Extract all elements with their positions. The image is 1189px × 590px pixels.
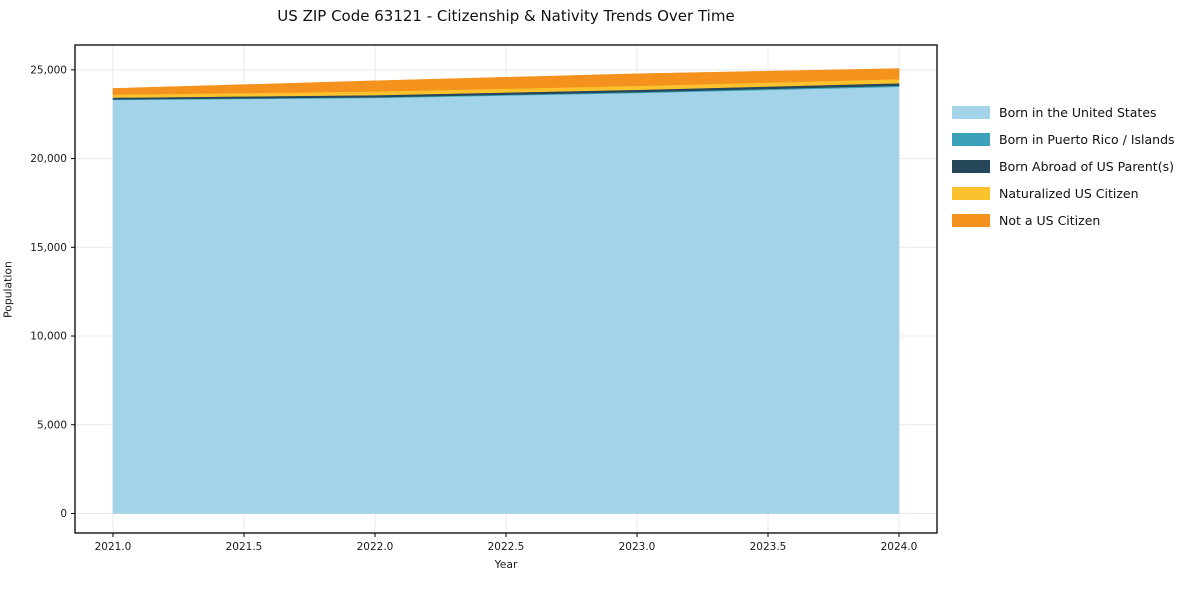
y-tick-label: 0 [60, 508, 67, 520]
legend: Born in the United States Born in Puerto … [952, 99, 1175, 234]
legend-swatch [952, 187, 990, 200]
legend-swatch [952, 133, 990, 146]
x-tick-label: 2023.5 [750, 541, 787, 553]
legend-item: Not a US Citizen [952, 207, 1175, 234]
y-tick-label: 10,000 [30, 331, 67, 343]
legend-swatch [952, 214, 990, 227]
area-series [112, 68, 900, 95]
legend-label: Naturalized US Citizen [999, 186, 1139, 201]
y-tick-label: 25,000 [30, 64, 67, 76]
legend-label: Born Abroad of US Parent(s) [999, 159, 1174, 174]
x-tick-label: 2024.0 [881, 541, 918, 553]
x-tick-label: 2023.0 [619, 541, 656, 553]
legend-item: Born in Puerto Rico / Islands [952, 126, 1175, 153]
y-tick-label: 15,000 [30, 242, 67, 254]
legend-item: Born Abroad of US Parent(s) [952, 153, 1175, 180]
y-axis-label: Population [1, 261, 15, 318]
legend-swatch [952, 160, 990, 173]
x-tick-label: 2021.5 [226, 541, 263, 553]
legend-item: Naturalized US Citizen [952, 180, 1175, 207]
legend-label: Born in Puerto Rico / Islands [999, 132, 1175, 147]
legend-item: Born in the United States [952, 99, 1175, 126]
legend-label: Not a US Citizen [999, 213, 1101, 228]
x-axis-label: Year [494, 558, 518, 571]
legend-swatch [952, 106, 990, 119]
y-tick-label: 20,000 [30, 153, 67, 165]
legend-label: Born in the United States [999, 105, 1157, 120]
x-tick-label: 2021.0 [95, 541, 132, 553]
x-tick-label: 2022.0 [357, 541, 394, 553]
y-tick-label: 5,000 [37, 419, 67, 431]
area-series [112, 86, 900, 514]
chart-title: US ZIP Code 63121 - Citizenship & Nativi… [277, 7, 735, 25]
x-tick-label: 2022.5 [488, 541, 525, 553]
